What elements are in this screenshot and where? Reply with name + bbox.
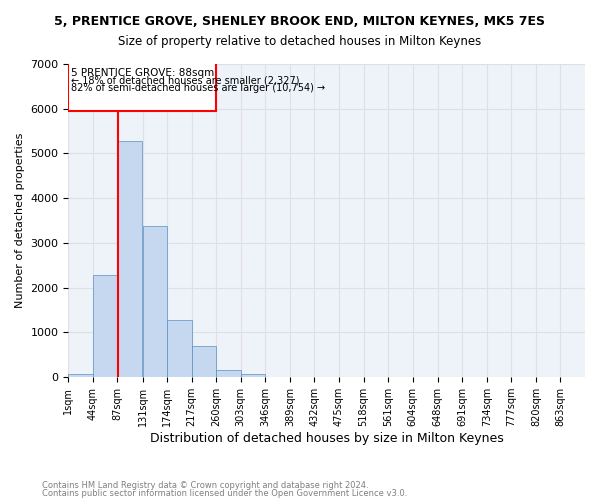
Y-axis label: Number of detached properties: Number of detached properties xyxy=(15,133,25,308)
Text: 5, PRENTICE GROVE, SHENLEY BROOK END, MILTON KEYNES, MK5 7ES: 5, PRENTICE GROVE, SHENLEY BROOK END, MI… xyxy=(55,15,545,28)
Bar xyxy=(93,275,118,377)
Bar xyxy=(68,374,93,377)
Text: 82% of semi-detached houses are larger (10,754) →: 82% of semi-detached houses are larger (… xyxy=(71,83,325,93)
Bar xyxy=(167,320,192,377)
FancyBboxPatch shape xyxy=(68,62,216,111)
Text: 5 PRENTICE GROVE: 88sqm: 5 PRENTICE GROVE: 88sqm xyxy=(71,68,214,78)
X-axis label: Distribution of detached houses by size in Milton Keynes: Distribution of detached houses by size … xyxy=(150,432,503,445)
Text: Contains public sector information licensed under the Open Government Licence v3: Contains public sector information licen… xyxy=(42,488,407,498)
Bar xyxy=(241,374,265,377)
Text: ← 18% of detached houses are smaller (2,327): ← 18% of detached houses are smaller (2,… xyxy=(71,75,299,85)
Text: Size of property relative to detached houses in Milton Keynes: Size of property relative to detached ho… xyxy=(118,35,482,48)
Bar xyxy=(216,370,241,377)
Bar xyxy=(143,226,167,377)
Bar xyxy=(192,346,216,377)
Bar xyxy=(118,141,142,377)
Text: Contains HM Land Registry data © Crown copyright and database right 2024.: Contains HM Land Registry data © Crown c… xyxy=(42,481,368,490)
